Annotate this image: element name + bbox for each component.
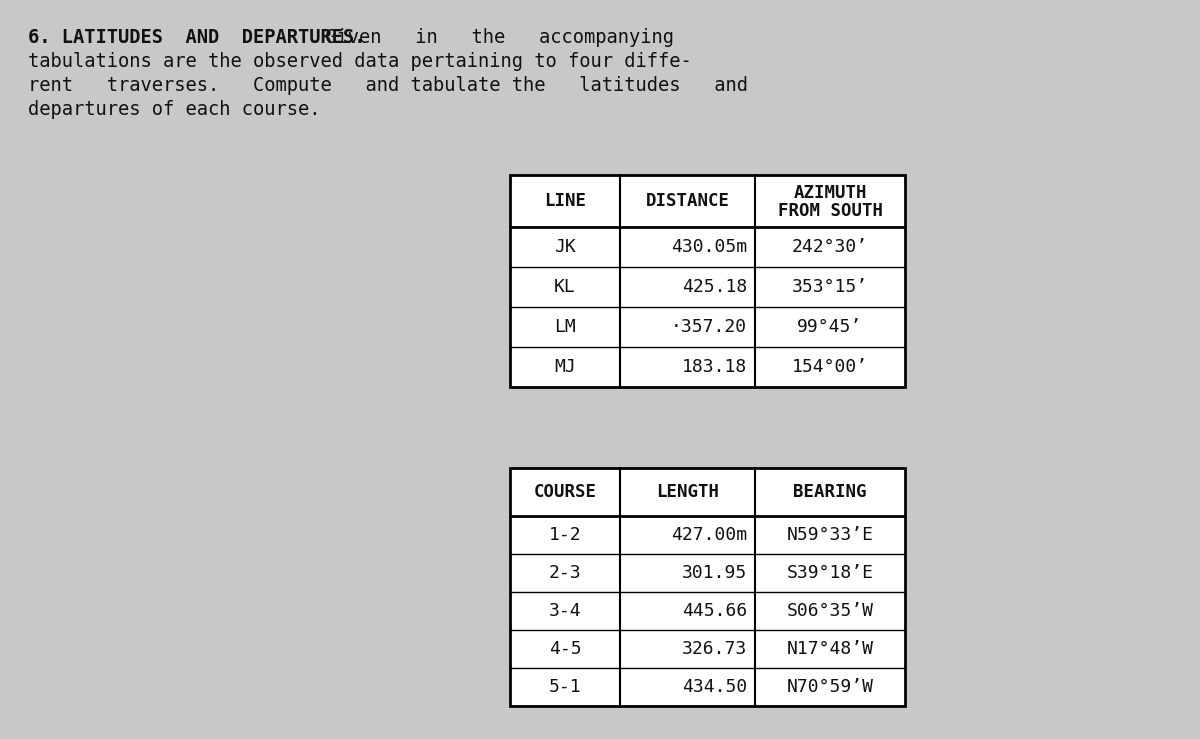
Text: KL: KL	[554, 278, 576, 296]
Text: ·357.20: ·357.20	[671, 318, 746, 336]
Text: 3-4: 3-4	[548, 602, 581, 620]
Text: Given   in   the   accompanying: Given in the accompanying	[314, 28, 674, 47]
Text: 434.50: 434.50	[682, 678, 746, 696]
Text: DISTANCE: DISTANCE	[646, 192, 730, 210]
Text: 445.66: 445.66	[682, 602, 746, 620]
Text: 301.95: 301.95	[682, 564, 746, 582]
Bar	[510, 175, 905, 387]
Text: AZIMUTH: AZIMUTH	[793, 184, 866, 202]
Text: 1-2: 1-2	[548, 526, 581, 544]
Text: 427.00m: 427.00m	[671, 526, 746, 544]
Text: LINE: LINE	[544, 192, 586, 210]
Text: 326.73: 326.73	[682, 640, 746, 658]
Text: 425.18: 425.18	[682, 278, 746, 296]
Text: S06°35’W: S06°35’W	[786, 602, 874, 620]
Text: tabulations are the observed data pertaining to four diffe-: tabulations are the observed data pertai…	[28, 52, 691, 71]
Text: N17°48’W: N17°48’W	[786, 640, 874, 658]
Text: rent   traverses.   Compute   and tabulate the   latitudes   and: rent traverses. Compute and tabulate the…	[28, 76, 748, 95]
Text: 4-5: 4-5	[548, 640, 581, 658]
Text: 242°30’: 242°30’	[792, 238, 868, 256]
Text: 2-3: 2-3	[548, 564, 581, 582]
Text: 6. LATITUDES  AND  DEPARTURES.: 6. LATITUDES AND DEPARTURES.	[28, 28, 366, 47]
Text: JK: JK	[554, 238, 576, 256]
Text: 99°45’: 99°45’	[797, 318, 863, 336]
Text: N70°59’W: N70°59’W	[786, 678, 874, 696]
Text: LM: LM	[554, 318, 576, 336]
Text: LENGTH: LENGTH	[656, 483, 719, 501]
Text: COURSE: COURSE	[534, 483, 596, 501]
Text: 353°15’: 353°15’	[792, 278, 868, 296]
Text: BEARING: BEARING	[793, 483, 866, 501]
Text: MJ: MJ	[554, 358, 576, 376]
Text: 5-1: 5-1	[548, 678, 581, 696]
Text: 183.18: 183.18	[682, 358, 746, 376]
Text: S39°18’E: S39°18’E	[786, 564, 874, 582]
Text: 430.05m: 430.05m	[671, 238, 746, 256]
Bar	[510, 468, 905, 706]
Text: FROM SOUTH: FROM SOUTH	[778, 202, 882, 220]
Text: departures of each course.: departures of each course.	[28, 100, 320, 119]
Text: 154°00’: 154°00’	[792, 358, 868, 376]
Text: N59°33’E: N59°33’E	[786, 526, 874, 544]
